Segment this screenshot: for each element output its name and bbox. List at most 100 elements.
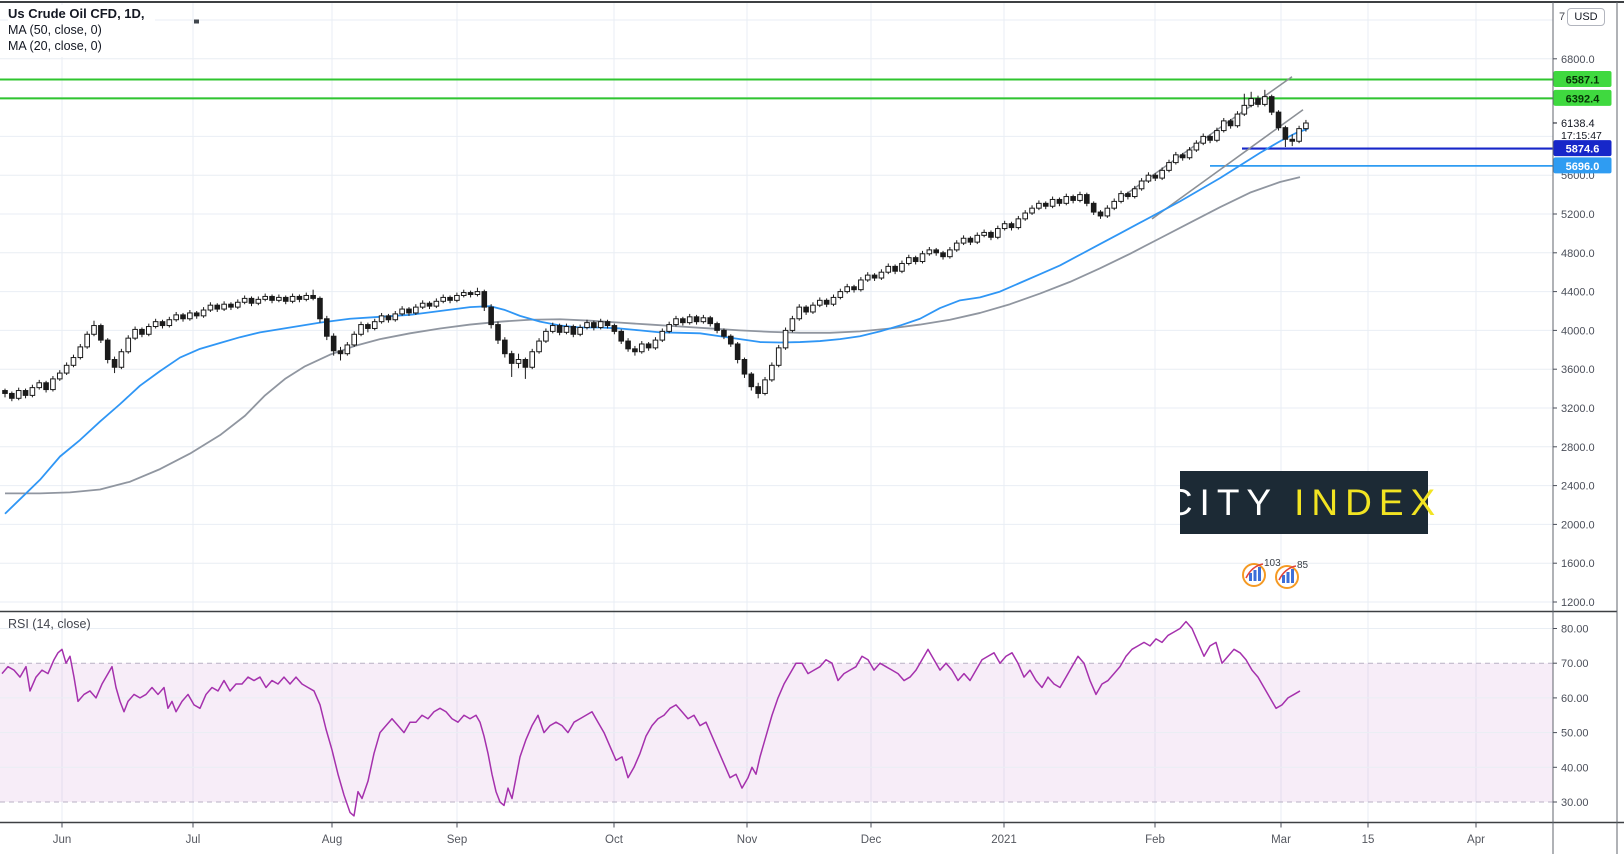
candle-body (166, 319, 173, 327)
candle-body (584, 322, 590, 328)
resistance-price-label: 6587.1 (1566, 74, 1600, 86)
candle-body (823, 299, 830, 305)
candle-body (693, 316, 700, 323)
price-tick-label: 4800.0 (1561, 248, 1595, 260)
candle-body (1070, 196, 1076, 201)
candle-body (1166, 162, 1172, 171)
price-tick-label: 5200.0 (1561, 209, 1595, 221)
candle-body (1262, 96, 1268, 105)
candle-body (529, 351, 536, 368)
currency-toggle-button[interactable]: USD (1567, 8, 1605, 26)
candle-body (947, 249, 953, 258)
time-tick-label: Sep (447, 834, 467, 846)
ma50-legend[interactable]: MA (50, close, 0) (8, 23, 102, 37)
candle-body (255, 298, 262, 304)
candle-body (638, 343, 645, 353)
candle-body (358, 324, 364, 335)
candle-body (1125, 193, 1131, 198)
candle-body (851, 286, 857, 291)
ma20-line[interactable] (4, 127, 1309, 515)
support-price-label-bg[interactable] (1553, 157, 1612, 174)
candle-body (1118, 193, 1124, 202)
candle-body (488, 306, 494, 326)
candle-body (1282, 127, 1289, 140)
badge-count-2: 85 (1297, 560, 1309, 571)
candle-body (933, 249, 939, 254)
candle-body (77, 346, 84, 359)
candle-body (1049, 198, 1056, 207)
support-price-label-bg[interactable] (1553, 140, 1612, 157)
candle-body (91, 325, 97, 335)
candle-body (1296, 128, 1302, 142)
price-tick-label: 1200.0 (1561, 597, 1595, 609)
candle-body (440, 296, 447, 302)
candle-body (474, 291, 481, 296)
candle-body (84, 333, 90, 348)
candle-body (324, 318, 330, 337)
candle-body (15, 390, 22, 399)
candle-body (508, 353, 515, 364)
candle-body (1015, 218, 1022, 229)
candle-body (652, 339, 659, 349)
time-tick-label: Mar (1271, 834, 1291, 846)
candle-body (707, 317, 714, 325)
symbol-title[interactable]: Us Crude Oil CFD, 1D, (8, 6, 145, 21)
candle-body (721, 329, 727, 337)
candle-body (221, 303, 227, 310)
candle-body (2, 390, 8, 394)
candle-body (686, 316, 693, 324)
candle-body (351, 333, 357, 346)
resistance-price-label-bg[interactable] (1553, 89, 1612, 106)
candle-body (413, 306, 419, 314)
ma20-legend[interactable]: MA (20, close, 0) (8, 39, 102, 53)
candle-body (995, 228, 1001, 238)
candle-body (645, 343, 652, 349)
candle-body (960, 237, 967, 244)
candle-body (125, 337, 132, 353)
candle-body (892, 265, 898, 272)
candle-body (337, 350, 344, 355)
candle-body (56, 372, 63, 380)
candle-body (816, 299, 823, 306)
rsi-tick-label: 40.00 (1561, 762, 1589, 774)
candle-body (974, 234, 981, 243)
city-index-logo: CITY INDEX (1166, 471, 1435, 534)
candle-body (570, 326, 577, 335)
candle-body (775, 347, 782, 366)
rsi-tick-label: 30.00 (1561, 797, 1589, 809)
candle-body (63, 364, 70, 374)
candle-body (1207, 135, 1213, 141)
time-tick-label: 15 (1362, 834, 1375, 846)
candle-body (1303, 122, 1309, 130)
candle-body (919, 253, 926, 263)
chart-emoji-icon (1275, 565, 1299, 589)
candle-body (1084, 194, 1090, 204)
candle-body (419, 302, 426, 308)
time-tick-label: Jun (53, 834, 72, 846)
candle-body (392, 313, 399, 321)
ma50-line[interactable] (5, 176, 1301, 495)
candle-body (22, 390, 29, 396)
candle-body (344, 344, 351, 355)
candle-body (1042, 202, 1049, 207)
rsi-legend[interactable]: RSI (14, close) (8, 617, 91, 631)
candle-body (782, 329, 789, 349)
candle-body (50, 378, 56, 391)
support-price-label: 5696.0 (1566, 161, 1600, 173)
resistance-price-label-bg[interactable] (1553, 70, 1612, 87)
candle-body (159, 321, 166, 327)
candle-body (1077, 194, 1083, 201)
rsi-line[interactable] (1, 620, 1301, 817)
candle-body (118, 351, 125, 368)
chart-legend[interactable]: Us Crude Oil CFD, 1D, MA (50, close, 0) … (8, 5, 155, 57)
candle-body (556, 325, 563, 333)
price-tick-label: 4400.0 (1561, 287, 1595, 299)
badge-count-1: 103 (1264, 558, 1281, 569)
candle-body (912, 257, 919, 263)
candle-body (953, 242, 960, 251)
candle-body (187, 312, 193, 320)
candle-body (618, 330, 625, 342)
candlestick-series (2, 89, 1309, 402)
